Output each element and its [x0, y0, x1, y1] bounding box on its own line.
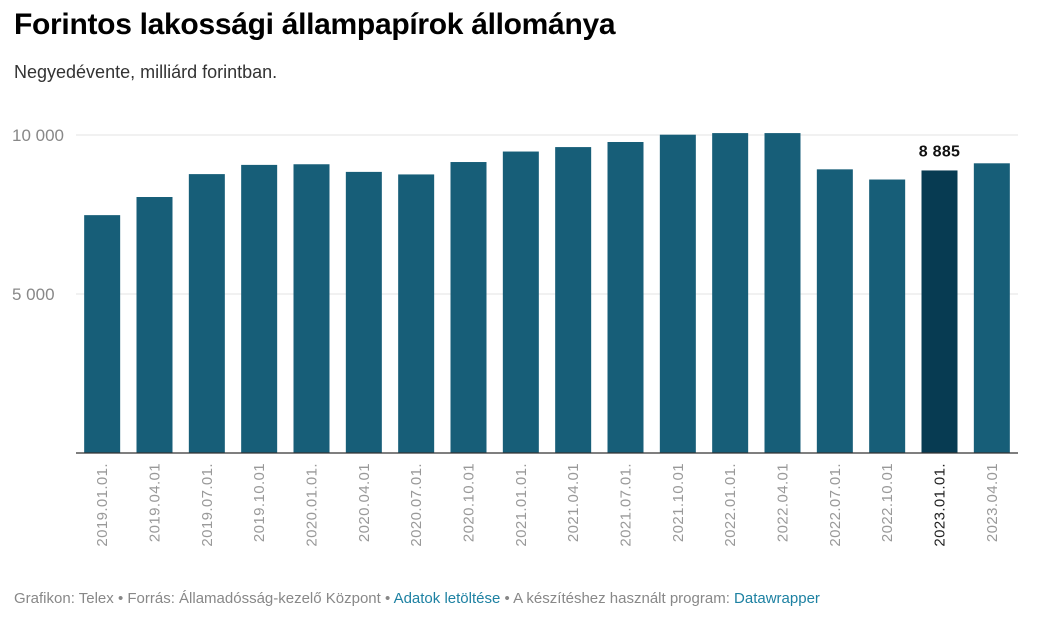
bar	[555, 147, 592, 454]
x-tick-label: 2023.01.01.	[932, 463, 949, 547]
bar	[607, 141, 644, 453]
x-tick-label: 2019.04.01	[147, 463, 164, 542]
y-tick-label: 10 000	[12, 126, 64, 145]
download-data-link[interactable]: Adatok letöltése	[393, 590, 501, 607]
data-label: 8 885	[919, 143, 961, 160]
bar	[450, 162, 487, 453]
x-tick-label: 2022.07.01.	[827, 463, 844, 547]
footer: Grafikon: Telex • Forrás: Államadósság-k…	[14, 590, 820, 607]
x-tick-label: 2019.01.01.	[94, 463, 111, 547]
x-tick-label: 2022.10.01	[879, 463, 896, 542]
x-tick-label: 2020.10.01	[461, 463, 478, 542]
bar	[921, 170, 958, 453]
x-tick-label: 2023.04.01	[984, 463, 1001, 542]
x-tick-label: 2019.07.01.	[199, 463, 216, 547]
x-tick-label: 2021.07.01.	[618, 463, 635, 547]
bar	[136, 197, 173, 453]
bar	[293, 164, 330, 454]
x-tick-label: 2020.07.01.	[408, 463, 425, 547]
y-axis-ticks: 5 000 10 000	[12, 126, 64, 304]
bars	[84, 133, 1010, 454]
x-tick-label: 2020.04.01	[356, 463, 373, 542]
bar	[84, 215, 121, 453]
datawrapper-link[interactable]: Datawrapper	[734, 590, 820, 607]
bar	[869, 179, 906, 453]
x-tick-label: 2022.01.01.	[722, 463, 739, 547]
x-tick-label: 2022.04.01	[775, 463, 792, 542]
bar	[188, 174, 225, 453]
x-tick-label: 2021.04.01	[565, 463, 582, 542]
bar	[973, 163, 1010, 453]
bar	[241, 164, 278, 453]
x-axis-ticks: 2019.01.01. 2019.04.01 2019.07.01. 2019.10.…	[94, 463, 1001, 547]
footer-program-text: • A készítéshez használt program:	[500, 590, 735, 607]
bar	[345, 171, 382, 453]
x-tick-label: 2021.10.01	[670, 463, 687, 542]
y-tick-label: 5 000	[12, 285, 55, 304]
bar	[659, 134, 696, 453]
gridlines	[76, 134, 1018, 295]
bar	[712, 133, 749, 454]
footer-source-text: Grafikon: Telex • Forrás: Államadósság-k…	[14, 590, 394, 607]
bar	[764, 133, 801, 454]
x-tick-label: 2020.01.01.	[304, 463, 321, 547]
bar	[816, 169, 853, 453]
chart-subtitle: Negyedévente, milliárd forintban.	[14, 62, 278, 82]
data-labels: 8 885	[919, 143, 961, 160]
x-tick-label: 2021.01.01.	[513, 463, 530, 547]
x-tick-label: 2019.10.01	[251, 463, 268, 542]
bar	[398, 174, 435, 453]
chart-title: Forintos lakossági állampapírok állomány…	[14, 8, 616, 41]
bar	[502, 151, 539, 453]
